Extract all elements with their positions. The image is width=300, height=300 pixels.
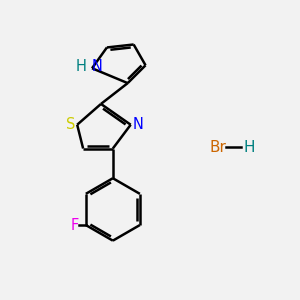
Text: N: N bbox=[92, 59, 102, 74]
Text: Br: Br bbox=[209, 140, 226, 154]
Text: H: H bbox=[244, 140, 255, 154]
Text: H: H bbox=[76, 59, 87, 74]
Text: S: S bbox=[66, 117, 76, 132]
Text: N: N bbox=[133, 117, 144, 132]
Text: F: F bbox=[70, 218, 78, 232]
